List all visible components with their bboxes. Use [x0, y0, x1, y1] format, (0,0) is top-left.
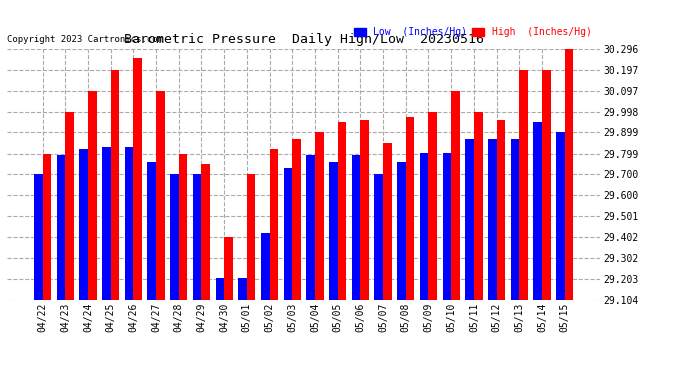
Bar: [465, 138, 474, 300]
Bar: [156, 91, 165, 300]
Bar: [420, 153, 428, 300]
Bar: [360, 120, 369, 300]
Bar: [564, 49, 573, 300]
Bar: [43, 153, 51, 300]
Bar: [315, 132, 324, 300]
Bar: [110, 70, 119, 300]
Bar: [542, 70, 551, 300]
Bar: [193, 174, 201, 300]
Bar: [383, 143, 392, 300]
Bar: [451, 91, 460, 300]
Bar: [133, 58, 142, 300]
Bar: [65, 111, 74, 300]
Bar: [352, 155, 360, 300]
Text: Copyright 2023 Cartronics.com: Copyright 2023 Cartronics.com: [7, 35, 163, 44]
Bar: [520, 70, 528, 300]
Bar: [179, 153, 188, 300]
Bar: [79, 149, 88, 300]
Bar: [102, 147, 110, 300]
Bar: [511, 138, 520, 300]
Bar: [306, 155, 315, 300]
Bar: [57, 155, 65, 300]
Bar: [488, 138, 497, 300]
Legend: Low  (Inches/Hg), High  (Inches/Hg): Low (Inches/Hg), High (Inches/Hg): [350, 24, 595, 41]
Bar: [474, 111, 482, 300]
Bar: [261, 233, 270, 300]
Bar: [238, 278, 247, 300]
Bar: [201, 164, 210, 300]
Bar: [406, 117, 415, 300]
Bar: [34, 174, 43, 300]
Bar: [284, 168, 293, 300]
Bar: [497, 120, 505, 300]
Bar: [224, 237, 233, 300]
Bar: [247, 174, 255, 300]
Bar: [329, 162, 337, 300]
Bar: [428, 111, 437, 300]
Bar: [293, 138, 301, 300]
Bar: [215, 278, 224, 300]
Bar: [88, 91, 97, 300]
Bar: [375, 174, 383, 300]
Title: Barometric Pressure  Daily High/Low  20230516: Barometric Pressure Daily High/Low 20230…: [124, 33, 484, 46]
Bar: [533, 122, 542, 300]
Bar: [170, 174, 179, 300]
Bar: [148, 162, 156, 300]
Bar: [442, 153, 451, 300]
Bar: [125, 147, 133, 300]
Bar: [556, 132, 564, 300]
Bar: [397, 162, 406, 300]
Bar: [337, 122, 346, 300]
Bar: [270, 149, 278, 300]
